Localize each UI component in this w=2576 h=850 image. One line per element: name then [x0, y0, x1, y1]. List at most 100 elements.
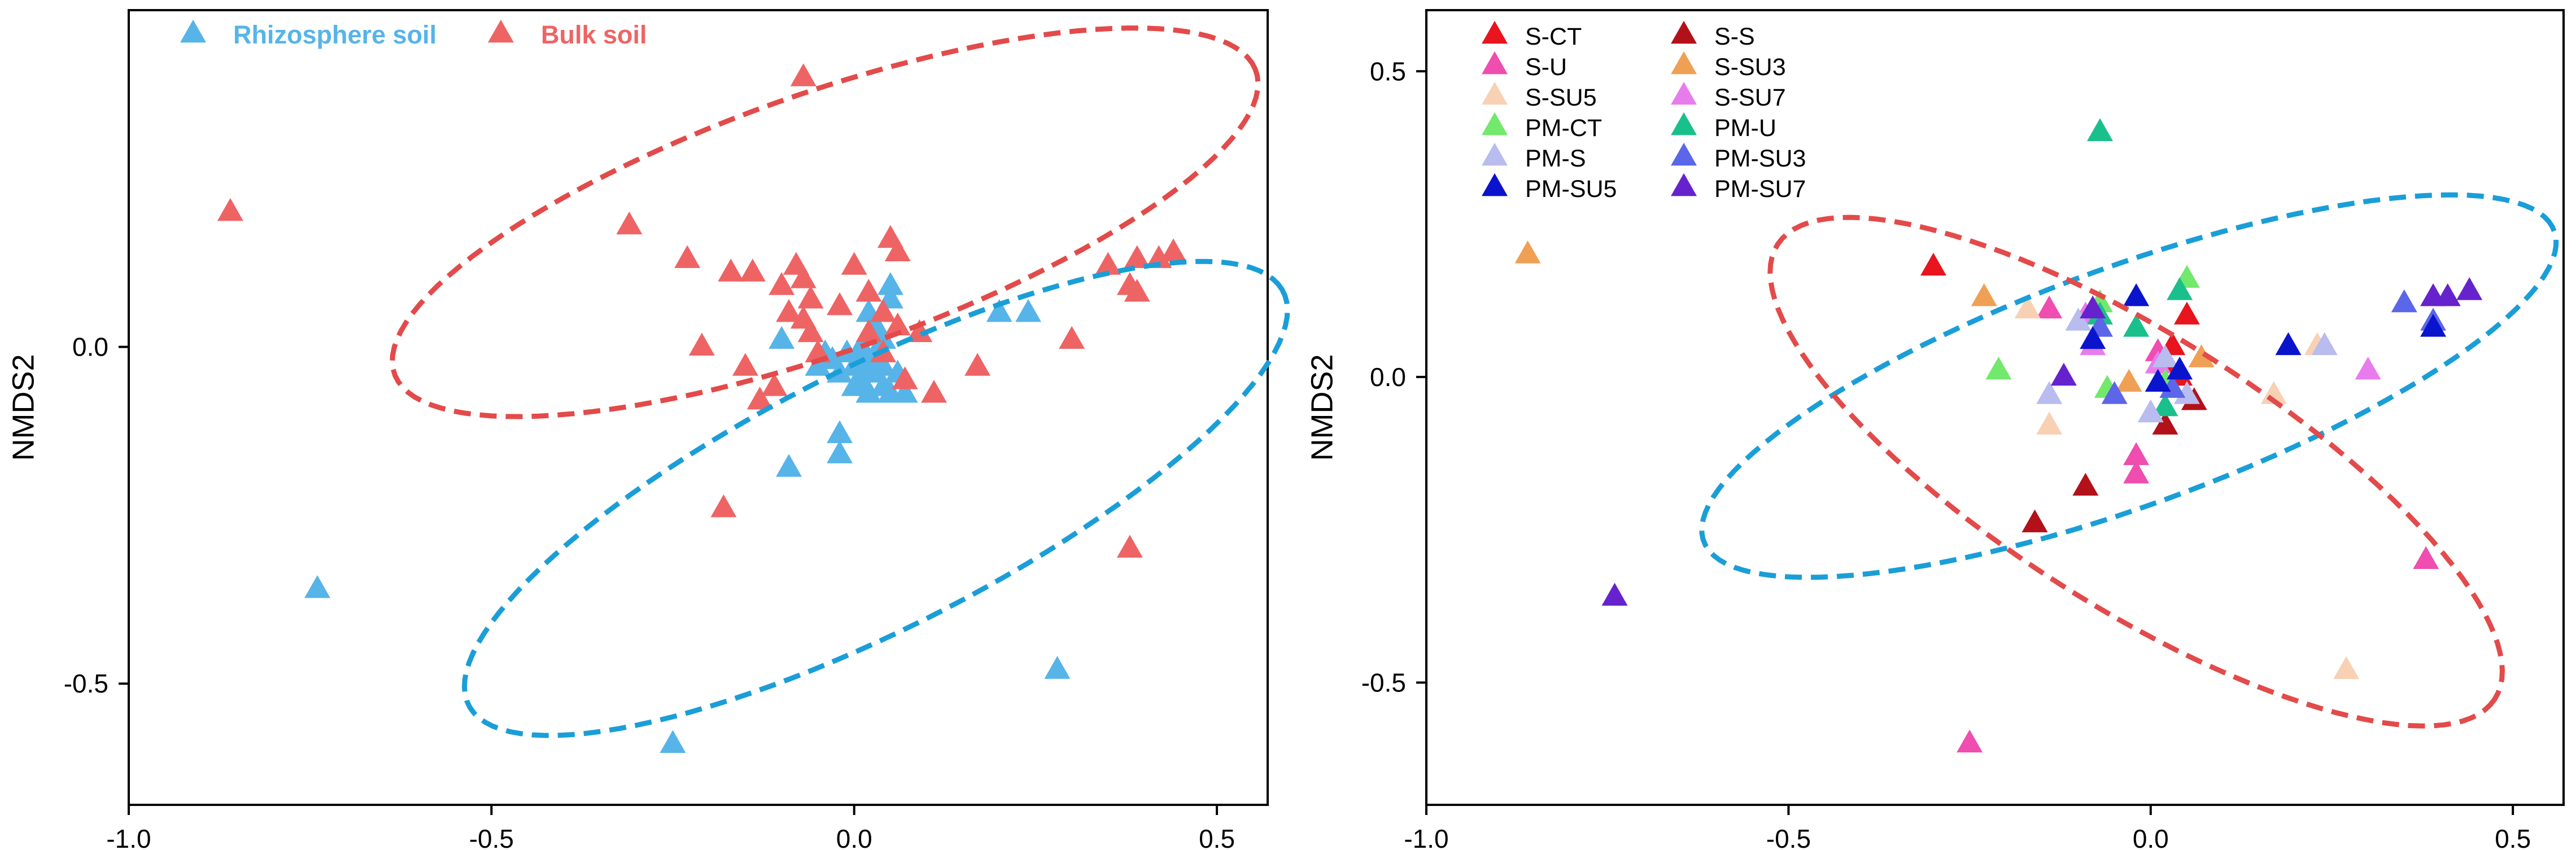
- data-point-bulk-soil: [964, 353, 991, 376]
- data-point-s-su5: [2014, 295, 2041, 319]
- x-tick-label: -0.5: [1766, 824, 1811, 850]
- data-point-pm-su5: [2275, 332, 2302, 356]
- data-point-rhizosphere-soil: [660, 730, 686, 753]
- data-point-s-su5: [2036, 411, 2063, 435]
- series-pm-su7: [1601, 277, 2483, 606]
- legend-marker-pm-su5: [1482, 173, 1508, 196]
- series-pm-su3: [2087, 289, 2447, 404]
- data-point-bulk-soil: [674, 245, 701, 268]
- data-point-bulk-soil: [855, 279, 882, 302]
- series-s-su3: [1514, 240, 2215, 392]
- y-tick-label: -0.5: [64, 669, 108, 698]
- data-point-s-s: [2072, 472, 2099, 496]
- x-tick-label: -0.5: [469, 824, 514, 850]
- data-point-rhizosphere-soil: [986, 299, 1012, 322]
- data-point-pm-s: [2152, 344, 2178, 367]
- series-pm-s: [2036, 308, 2338, 423]
- s-ellipse: [1767, 214, 2505, 729]
- legend-label-pm-su7: PM-SU7: [1714, 176, 1806, 203]
- y-axis-label: NMDS2: [6, 354, 40, 461]
- data-point-pm-su7: [2420, 283, 2447, 306]
- data-point-bulk-soil: [841, 252, 867, 275]
- data-point-bulk-soil: [921, 380, 948, 403]
- data-point-bulk-soil: [855, 319, 882, 343]
- data-point-pm-su5: [2123, 283, 2150, 306]
- data-point-rhizosphere-soil: [769, 326, 795, 349]
- data-point-pm-su7: [1601, 582, 1628, 606]
- data-point-rhizosphere-soil: [877, 272, 903, 295]
- data-point-rhizosphere-soil: [827, 420, 853, 444]
- y-tick-label: 0.5: [1370, 56, 1406, 86]
- data-point-bulk-soil: [1095, 252, 1121, 275]
- data-point-bulk-soil: [746, 386, 773, 410]
- legend-marker-pm-su3: [1671, 142, 1697, 166]
- legend-marker-pm-s: [1482, 142, 1508, 166]
- legend-marker-bulk-soil: [488, 19, 514, 43]
- data-point-bulk-soil: [710, 494, 737, 518]
- plot-frame: [1425, 9, 2565, 806]
- plot-frame: [128, 9, 1269, 806]
- data-point-s-su3: [1514, 240, 1541, 264]
- legend: Rhizosphere soil Bulk soil: [180, 19, 647, 49]
- data-point-bulk-soil: [892, 366, 918, 389]
- data-point-bulk-soil: [884, 312, 911, 336]
- data-point-rhizosphere-soil: [776, 454, 802, 477]
- legend-label-pm-s: PM-S: [1525, 145, 1586, 172]
- series-s-su5: [2014, 295, 2360, 680]
- data-point-pm-s: [2036, 381, 2063, 404]
- data-point-bulk-soil: [790, 265, 817, 288]
- rhizosphere-bulk-panel: -1.0 -0.5 0.0 0.5 0.0 -0.5 NMDS2 Rhizosphere so…: [6, 9, 1290, 850]
- x-tick-label: 0.5: [1199, 824, 1235, 850]
- data-point-pm-u: [2087, 118, 2114, 141]
- x-tick-label: 0.0: [2133, 824, 2169, 850]
- data-point-bulk-soil: [718, 258, 744, 282]
- data-point-bulk-soil: [906, 319, 933, 343]
- series-pm-su5: [2080, 283, 2447, 392]
- data-point-s-su5: [2333, 656, 2360, 680]
- legend-marker-pm-su7: [1671, 173, 1697, 196]
- data-point-bulk-soil: [797, 285, 824, 309]
- pm-ellipse: [1699, 192, 2559, 580]
- data-point-bulk-soil: [217, 198, 243, 221]
- data-point-pm-u: [2123, 314, 2150, 337]
- data-point-bulk-soil: [1116, 534, 1143, 558]
- legend-label-s-u: S-U: [1525, 54, 1567, 81]
- data-point-s-u: [2036, 295, 2063, 319]
- data-point-rhizosphere-soil: [870, 353, 897, 376]
- rhizosphere-soil-ellipse: [461, 258, 1290, 738]
- data-point-pm-s: [2311, 332, 2338, 356]
- data-point-pm-u: [2167, 277, 2193, 300]
- data-point-pm-su5: [2080, 326, 2106, 349]
- data-point-bulk-soil: [616, 211, 643, 235]
- legend-label-s-su5: S-SU5: [1525, 84, 1597, 111]
- data-point-s-su3: [2116, 369, 2142, 392]
- legend-marker-rhizosphere-soil: [180, 19, 206, 43]
- data-point-bulk-soil: [870, 299, 897, 322]
- data-point-pm-su7: [2050, 362, 2077, 386]
- y-tick-label: 0.0: [1370, 362, 1406, 392]
- legend-label-s-s: S-S: [1714, 23, 1755, 50]
- data-point-s-s: [2152, 411, 2178, 435]
- data-point-bulk-soil: [1146, 245, 1172, 268]
- legend-marker-pm-ct: [1482, 112, 1508, 135]
- legend-marker-s-s: [1671, 20, 1697, 44]
- legend-label-pm-su5: PM-SU5: [1525, 176, 1617, 203]
- legend-label-pm-u: PM-U: [1714, 115, 1776, 142]
- data-point-bulk-soil: [827, 292, 853, 316]
- data-point-bulk-soil: [739, 258, 766, 282]
- data-point-rhizosphere-soil: [892, 380, 918, 403]
- data-point-bulk-soil: [1124, 279, 1150, 302]
- data-point-bulk-soil: [790, 63, 817, 86]
- data-point-bulk-soil: [769, 272, 795, 295]
- x-tick-label: 0.0: [836, 824, 872, 850]
- x-tick-label: -1.0: [1404, 824, 1448, 850]
- legend-label-pm-su3: PM-SU3: [1714, 145, 1806, 172]
- legend-label-bulk-soil: Bulk soil: [541, 20, 647, 49]
- y-tick-label: 0.0: [72, 332, 108, 362]
- legend-marker-pm-u: [1671, 112, 1697, 135]
- data-point-pm-s: [2137, 399, 2164, 423]
- legend-label-s-su7: S-SU7: [1714, 84, 1786, 111]
- data-point-pm-u: [2152, 393, 2178, 417]
- data-point-pm-su3: [2159, 375, 2186, 398]
